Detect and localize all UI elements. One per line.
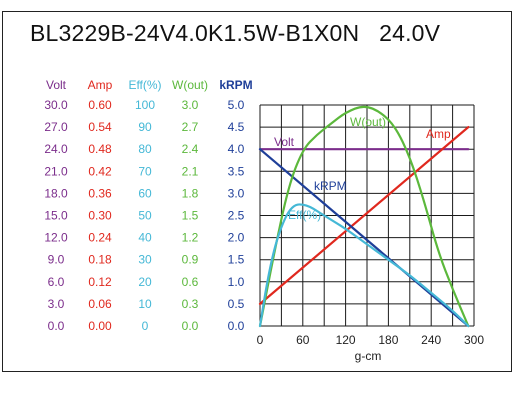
y-tick-label: 27.0 (44, 120, 68, 134)
series-label-krpm: kRPM (314, 179, 347, 193)
series-label-volt: Volt (274, 135, 295, 149)
y-tick-label: 10 (138, 297, 152, 311)
y-tick-label: 6.0 (48, 275, 65, 289)
series-label-amp: Amp (426, 127, 451, 141)
x-tick-label: 240 (421, 333, 441, 347)
y-tick-label: 0.54 (88, 120, 112, 134)
y-tick-label: 0.06 (88, 297, 112, 311)
y-tick-label: 0.0 (182, 319, 199, 333)
y-tick-label: 0 (142, 319, 149, 333)
y-tick-label: 2.5 (228, 209, 245, 223)
series-line-wout (258, 105, 470, 328)
axis-header-amp: Amp (88, 78, 113, 92)
y-tick-label: 1.5 (228, 253, 245, 267)
axis-header-volt: Volt (46, 78, 67, 92)
y-tick-label: 0.36 (88, 186, 112, 200)
y-tick-label: 1.5 (182, 209, 199, 223)
y-tick-label: 0.42 (88, 164, 112, 178)
y-tick-label: 2.1 (182, 164, 199, 178)
y-tick-label: 9.0 (48, 253, 65, 267)
y-tick-label: 15.0 (44, 209, 68, 223)
x-tick-label: 120 (336, 333, 356, 347)
y-tick-label: 12.0 (44, 231, 68, 245)
series-labels: Volt Amp kRPM W(out) Eff(%) (274, 115, 451, 222)
series-line-amp (258, 126, 470, 305)
y-tick-label: 0.24 (88, 231, 112, 245)
y-tick-label: 0.60 (88, 98, 112, 112)
series-label-wout: W(out) (350, 115, 386, 129)
y-tick-label: 1.8 (182, 186, 199, 200)
y-tick-label: 0.00 (88, 319, 112, 333)
y-tick-label: 30 (138, 253, 152, 267)
y-tick-label: 70 (138, 164, 152, 178)
y-tick-label: 21.0 (44, 164, 68, 178)
y-tick-label: 3.0 (48, 297, 65, 311)
y-tick-label: 80 (138, 142, 152, 156)
series-label-eff: Eff(%) (288, 208, 321, 222)
y-tick-label: 0.0 (228, 319, 245, 333)
y-tick-label: 0.0 (48, 319, 65, 333)
axis-header-krpm: kRPM (219, 78, 252, 92)
y-tick-label: 4.5 (228, 120, 245, 134)
y-tick-label: 50 (138, 209, 152, 223)
y-tick-label: 30.0 (44, 98, 68, 112)
y-tick-label: 4.0 (228, 142, 245, 156)
series-lines (258, 105, 470, 328)
y-tick-label: 1.0 (228, 275, 245, 289)
y-tick-label: 60 (138, 186, 152, 200)
y-tick-label: 0.6 (182, 275, 199, 289)
y-tick-label: 2.7 (182, 120, 199, 134)
y-tick-label: 0.48 (88, 142, 112, 156)
y-tick-label: 100 (135, 98, 155, 112)
y-tick-label: 0.5 (228, 297, 245, 311)
series-line-eff (258, 203, 470, 328)
x-tick-label: 60 (296, 333, 310, 347)
axis-headers: Volt Amp Eff(%) W(out) kRPM (46, 78, 253, 92)
y-tick-label: 3.0 (182, 98, 199, 112)
y-tick-label: 2.4 (182, 142, 199, 156)
y-tick-label: 5.0 (228, 98, 245, 112)
y-tick-label: 40 (138, 231, 152, 245)
y-tick-label: 2.0 (228, 231, 245, 245)
x-tick-labels: 0 60 120 180 240 300 (257, 333, 485, 347)
chart-frame (2, 11, 512, 372)
y-tick-label: 3.0 (228, 186, 245, 200)
y-tick-label: 3.5 (228, 164, 245, 178)
x-tick-label: 300 (464, 333, 484, 347)
y-tick-label: 0.3 (182, 297, 199, 311)
axis-header-wout: W(out) (172, 78, 208, 92)
y-tick-label: 18.0 (44, 186, 68, 200)
y-tick-label: 1.2 (182, 231, 199, 245)
y-tick-labels: 30.0 27.0 24.0 21.0 18.0 15.0 12.0 9.0 6.0 3.0 0.0… (44, 98, 244, 333)
y-tick-label: 90 (138, 120, 152, 134)
y-tick-label: 24.0 (44, 142, 68, 156)
y-tick-label: 20 (138, 275, 152, 289)
x-axis-label: g-cm (355, 349, 382, 363)
y-tick-label: 0.9 (182, 253, 199, 267)
chart-title: BL3229B-24V4.0K1.5W-B1X0N 24.0V (30, 20, 441, 46)
x-tick-label: 180 (378, 333, 398, 347)
y-tick-label: 0.12 (88, 275, 112, 289)
y-tick-label: 0.30 (88, 209, 112, 223)
y-tick-label: 0.18 (88, 253, 112, 267)
x-tick-label: 0 (257, 333, 264, 347)
axis-header-eff: Eff(%) (128, 78, 161, 92)
series-line-krpm (258, 148, 470, 328)
